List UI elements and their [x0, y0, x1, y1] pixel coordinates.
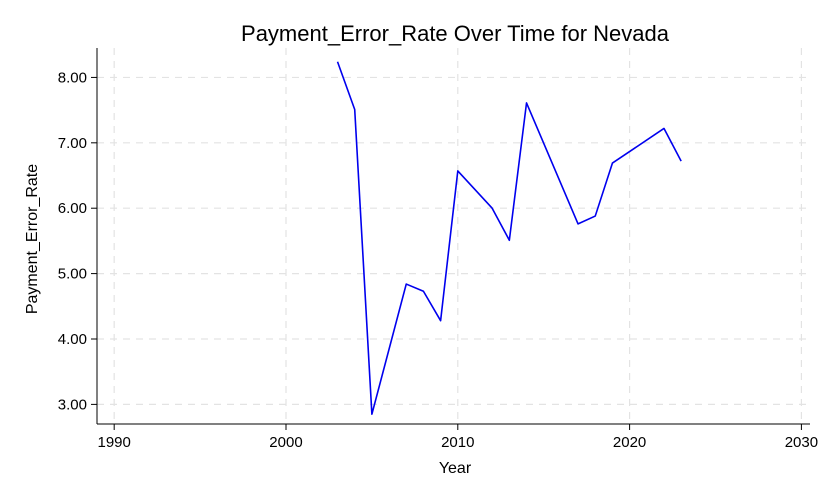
y-tick-label: 4.00 [58, 331, 87, 348]
x-tick-label: 2030 [785, 434, 818, 451]
y-tick-label: 3.00 [58, 396, 87, 413]
x-axis-label: Year [439, 460, 472, 477]
y-tick-label: 7.00 [58, 135, 87, 152]
y-tick-label: 8.00 [58, 69, 87, 86]
x-tick-label: 2000 [269, 434, 302, 451]
axis-ticks: 3.00 4.00 5.00 6.00 7.00 8.00 1990 2000 2010 2020… [58, 69, 818, 451]
grid-lines [97, 48, 810, 424]
series-layer [336, 61, 682, 415]
y-tick-label: 5.00 [58, 266, 87, 283]
y-axis-label: Payment_Error_Rate [24, 164, 41, 314]
chart-title: Payment_Error_Rate Over Time for Nevada [241, 21, 670, 46]
x-tick-label: 2010 [441, 434, 474, 451]
x-tick-label: 2020 [613, 434, 646, 451]
y-tick-label: 6.00 [58, 200, 87, 217]
x-tick-label: 1990 [97, 434, 130, 451]
series-line [336, 61, 682, 415]
